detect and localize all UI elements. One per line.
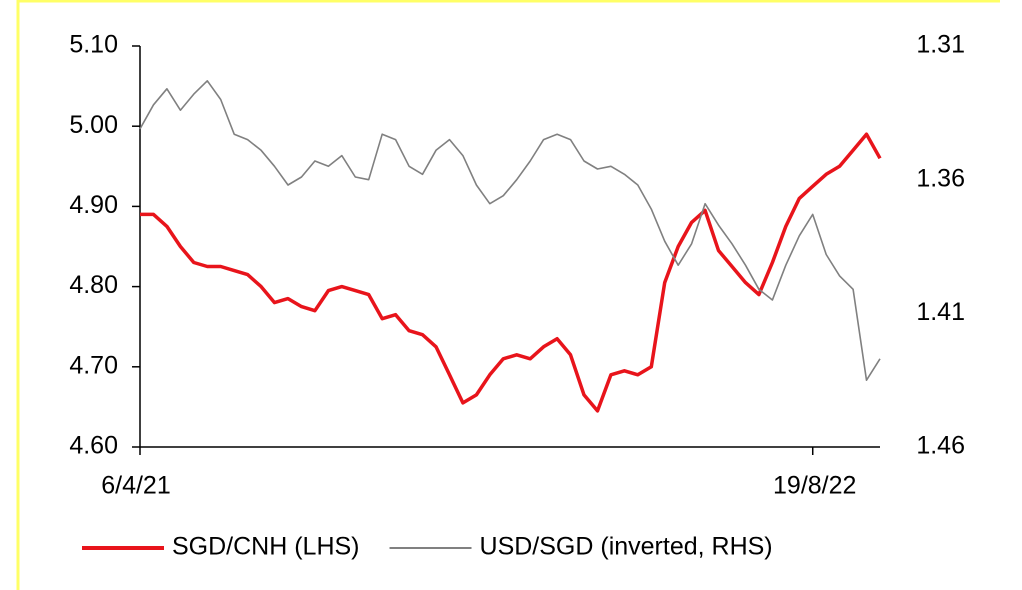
y-tick-label: 4.90 [69, 191, 118, 219]
y2-tick-label: 1.46 [916, 432, 965, 460]
y-tick-label: 4.70 [69, 351, 118, 379]
y2-tick-label: 1.36 [916, 164, 965, 192]
y-tick-label: 5.10 [69, 31, 118, 59]
y-tick-label: 4.80 [69, 271, 118, 299]
x-tick-label: 6/4/21 [101, 472, 171, 500]
series-line [139, 80, 881, 381]
y-tick-label: 4.60 [69, 432, 118, 460]
y-tick-label: 5.00 [69, 111, 118, 139]
x-tick-label: 19/8/22 [773, 472, 856, 500]
legend-label: SGD/CNH (LHS) [172, 533, 360, 561]
y2-tick-label: 1.41 [916, 298, 965, 326]
series-line [140, 132, 882, 413]
legend-label: USD/SGD (inverted, RHS) [480, 533, 773, 561]
y2-tick-label: 1.31 [916, 31, 965, 59]
